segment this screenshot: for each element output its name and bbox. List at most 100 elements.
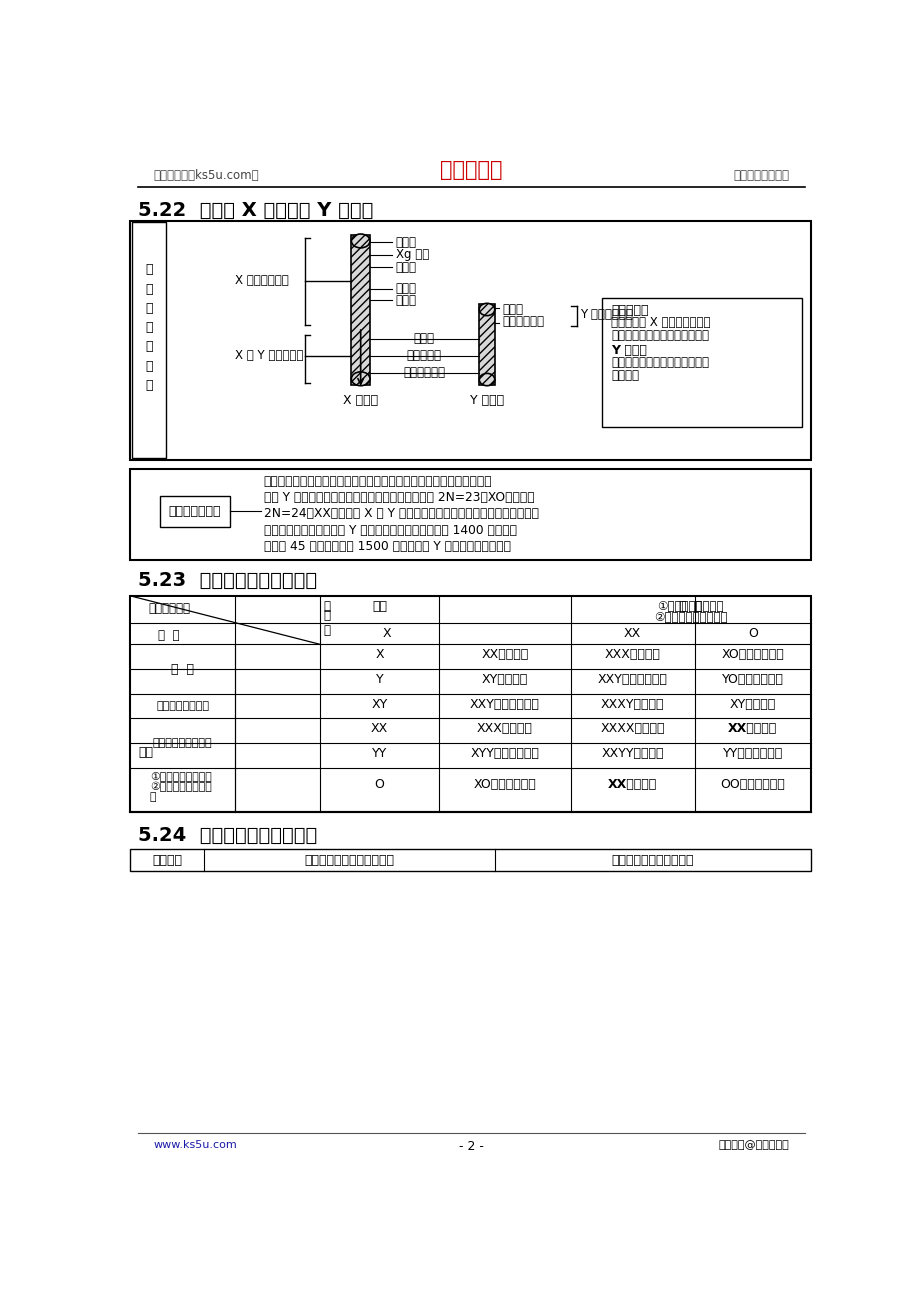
Text: XYY（多数不育）: XYY（多数不育） bbox=[470, 747, 539, 760]
Text: 体: 体 bbox=[145, 322, 153, 335]
Text: 5.23  人类性别畸型及其原因: 5.23 人类性别畸型及其原因 bbox=[138, 572, 317, 590]
Ellipse shape bbox=[351, 372, 369, 385]
Text: O: O bbox=[374, 779, 384, 792]
Text: 段就越短。据研究，人类 Y 染色体产生之初含有基因约 1400 个，现在: 段就越短。据研究，人类 Y 染色体产生之初含有基因约 1400 个，现在 bbox=[264, 523, 516, 536]
Text: XY（正常）: XY（正常） bbox=[729, 698, 775, 711]
Text: Xg 血型: Xg 血型 bbox=[395, 249, 428, 262]
Text: XXX（超雌）: XXX（超雌） bbox=[476, 723, 532, 736]
Bar bbox=[479, 305, 494, 385]
Text: 结: 结 bbox=[145, 359, 153, 372]
Text: XXXY（同上）: XXXY（同上） bbox=[600, 698, 664, 711]
Text: XX（正常）: XX（正常） bbox=[481, 648, 528, 661]
Text: 胞: 胞 bbox=[323, 625, 330, 638]
Text: 红色盲: 红色盲 bbox=[395, 294, 416, 307]
Text: XXY（睾丸退化）: XXY（睾丸退化） bbox=[470, 698, 539, 711]
Text: www.ks5u.com: www.ks5u.com bbox=[153, 1141, 237, 1150]
Text: OO（不能存活）: OO（不能存活） bbox=[720, 779, 784, 792]
Text: 巴氏小体：: 巴氏小体： bbox=[610, 305, 648, 318]
Text: 正  常: 正 常 bbox=[171, 663, 194, 676]
Text: Y: Y bbox=[376, 673, 383, 686]
Text: YY: YY bbox=[371, 747, 387, 760]
Text: 睾丸决定因子: 睾丸决定因子 bbox=[502, 315, 544, 328]
Text: 细: 细 bbox=[323, 609, 330, 622]
Text: XX: XX bbox=[370, 723, 388, 736]
Text: 女性无。: 女性无。 bbox=[610, 368, 639, 381]
Bar bbox=[130, 469, 810, 560]
Text: 精  子: 精 子 bbox=[157, 629, 179, 642]
Text: XX（正常）: XX（正常） bbox=[607, 779, 656, 792]
Text: 性染色体由常染色体进化而来，随着进化的深入，同源部分越来越少，: 性染色体由常染色体进化而来，随着进化的深入，同源部分越来越少， bbox=[264, 475, 492, 488]
Text: 姊妹染色单体不分离: 姊妹染色单体不分离 bbox=[153, 738, 212, 747]
Text: 长毛耳: 长毛耳 bbox=[502, 303, 523, 316]
Text: 原理因素: 原理因素 bbox=[153, 854, 182, 867]
Text: 温度（外部环境）的影响: 温度（外部环境）的影响 bbox=[611, 854, 693, 867]
Text: 性染色体的起源: 性染色体的起源 bbox=[168, 505, 221, 518]
Bar bbox=[130, 849, 810, 871]
Text: 色后可见，女性一个，男性无。: 色后可见，女性一个，男性无。 bbox=[610, 328, 709, 341]
Text: 同源染色体不分离: 同源染色体不分离 bbox=[156, 700, 210, 711]
Bar bbox=[351, 234, 369, 385]
Text: 高考资源网: 高考资源网 bbox=[440, 160, 502, 180]
Text: 正常: 正常 bbox=[372, 600, 387, 613]
Text: 仅剩下 45 个基因。再经 1500 万年人类的 Y 染色体将彻底消失。: 仅剩下 45 个基因。再经 1500 万年人类的 Y 染色体将彻底消失。 bbox=[264, 540, 510, 553]
Text: 您身边的高考专家: 您身边的高考专家 bbox=[732, 169, 789, 182]
Text: XXX（超雌）: XXX（超雌） bbox=[604, 648, 660, 661]
Text: 2N=24（XX）。因此 X 和 Y 染色体越原始，同源区段就越长，非同源区: 2N=24（XX）。因此 X 和 Y 染色体越原始，同源区段就越长，非同源区 bbox=[264, 508, 539, 521]
Text: X 染色体: X 染色体 bbox=[343, 395, 378, 408]
Ellipse shape bbox=[351, 234, 369, 247]
Text: 5.24  性别分化与环境的关系: 5.24 性别分化与环境的关系 bbox=[138, 827, 317, 845]
Ellipse shape bbox=[479, 303, 494, 315]
Text: 磷皮病: 磷皮病 bbox=[395, 260, 416, 273]
Text: 版权所有@高考资源网: 版权所有@高考资源网 bbox=[718, 1141, 789, 1150]
Text: XY: XY bbox=[371, 698, 388, 711]
Text: XXY（睾丸退化）: XXY（睾丸退化） bbox=[597, 673, 667, 686]
Text: 卵: 卵 bbox=[323, 600, 330, 613]
Text: 染: 染 bbox=[145, 283, 153, 296]
Text: X 的非同源部分: X 的非同源部分 bbox=[235, 275, 289, 288]
Text: ②姊妹染色单体不分: ②姊妹染色单体不分 bbox=[150, 781, 211, 792]
Text: Y 染色体: Y 染色体 bbox=[470, 395, 504, 408]
Bar bbox=[130, 596, 810, 812]
Text: 眼白化: 眼白化 bbox=[395, 236, 416, 249]
Text: - 2 -: - 2 - bbox=[459, 1141, 483, 1154]
Bar bbox=[130, 221, 810, 460]
Text: XX（正常）: XX（正常） bbox=[728, 723, 777, 736]
Ellipse shape bbox=[479, 374, 494, 385]
Text: 异常: 异常 bbox=[139, 746, 153, 759]
Text: XY（正常）: XY（正常） bbox=[482, 673, 528, 686]
Text: ①同源染色体不分离: ①同源染色体不分离 bbox=[150, 771, 211, 781]
Text: XO（卵巢退化）: XO（卵巢退化） bbox=[720, 648, 783, 661]
Bar bbox=[160, 496, 230, 526]
Text: XX: XX bbox=[623, 626, 641, 639]
Text: 荧光染料染色后可见。男性有。: 荧光染料染色后可见。男性有。 bbox=[610, 357, 709, 370]
Text: O: O bbox=[747, 626, 757, 639]
Text: 5.22  人类的 X 染色体与 Y 染色体: 5.22 人类的 X 染色体与 Y 染色体 bbox=[138, 201, 373, 220]
Text: 失活浓缩的 X 染色体，通过染: 失活浓缩的 X 染色体，通过染 bbox=[610, 316, 709, 329]
Text: 性: 性 bbox=[145, 263, 153, 276]
Bar bbox=[131, 596, 235, 644]
Bar bbox=[601, 298, 800, 427]
Text: 色: 色 bbox=[145, 302, 153, 315]
Text: XXYY（未见）: XXYY（未见） bbox=[601, 747, 664, 760]
Text: XXXX（超雌）: XXXX（超雌） bbox=[600, 723, 664, 736]
Text: 高考资源网（ks5u.com）: 高考资源网（ks5u.com） bbox=[153, 169, 259, 182]
Text: YY（不能存活）: YY（不能存活） bbox=[722, 747, 782, 760]
Bar bbox=[132, 223, 166, 458]
Text: X: X bbox=[382, 626, 391, 639]
Text: YO（不能存活）: YO（不能存活） bbox=[721, 673, 783, 686]
Text: 性激素（内部环境）的影响: 性激素（内部环境）的影响 bbox=[304, 854, 394, 867]
Text: ①同源染色体不分离: ①同源染色体不分离 bbox=[657, 600, 723, 613]
Text: 表皮泡化症: 表皮泡化症 bbox=[406, 349, 441, 362]
Text: 性染色体组型: 性染色体组型 bbox=[148, 602, 190, 615]
Text: 异  常: 异 常 bbox=[678, 600, 701, 613]
Text: Y 小体：: Y 小体： bbox=[610, 344, 646, 357]
Text: 或者 Y 染色体逐渐缩短，最后消失。如蝗虫中雄蝗 2N=23（XO），雌蝗: 或者 Y 染色体逐渐缩短，最后消失。如蝗虫中雄蝗 2N=23（XO），雌蝗 bbox=[264, 491, 534, 504]
Text: X 和 Y 的同源部分: X 和 Y 的同源部分 bbox=[235, 349, 303, 362]
Text: 构: 构 bbox=[145, 379, 153, 392]
Text: 的: 的 bbox=[145, 340, 153, 353]
Text: 血友病: 血友病 bbox=[395, 283, 416, 296]
Text: ②姊妹染色单体不分离: ②姊妹染色单体不分离 bbox=[653, 611, 727, 624]
Text: 眼球网膜色素: 眼球网膜色素 bbox=[403, 366, 445, 379]
Text: Y 的非同源部分: Y 的非同源部分 bbox=[579, 309, 632, 322]
Text: 离: 离 bbox=[150, 792, 156, 802]
